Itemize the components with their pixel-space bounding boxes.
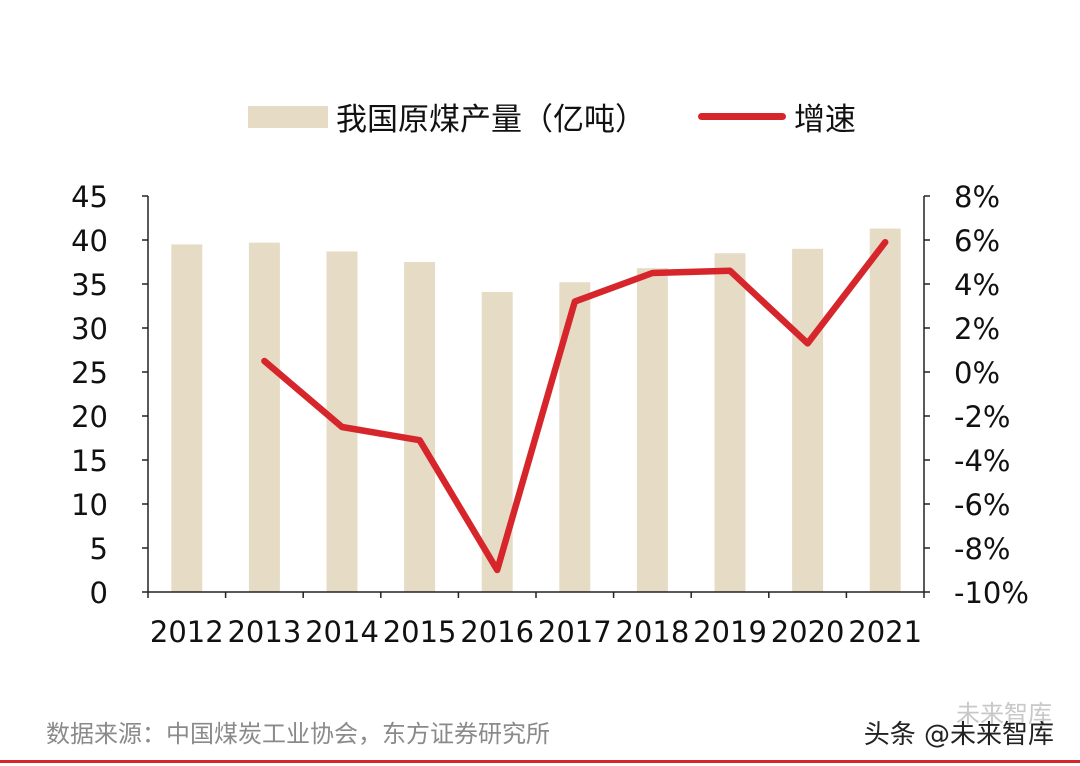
- watermark: 头条 @未来智库: [863, 720, 1054, 750]
- legend-label-growth: 增速: [794, 102, 856, 138]
- y-right-tick-label: 6%: [954, 224, 1000, 258]
- y-right-tick-label: -4%: [954, 444, 1010, 478]
- bottom-rule: [0, 760, 1080, 763]
- y-right-tick-label: -8%: [954, 532, 1010, 566]
- legend-swatch-line: [698, 113, 786, 120]
- x-tick-label-2012: 2012: [150, 615, 224, 649]
- bar-2018: [636, 268, 668, 592]
- source-note: 数据来源：中国煤炭工业协会，东方证券研究所: [46, 720, 550, 748]
- bar-2015: [404, 262, 436, 592]
- legend-swatch-bar: [248, 105, 328, 128]
- y-right-tick-label: 4%: [954, 268, 1000, 302]
- bar-2013: [248, 242, 280, 592]
- y-left-tick-label: 15: [71, 444, 108, 478]
- x-tick-label-2019: 2019: [693, 615, 767, 649]
- y-left-tick-label: 20: [71, 400, 108, 434]
- x-tick-label-2018: 2018: [615, 615, 689, 649]
- x-tick-label-2014: 2014: [305, 615, 379, 649]
- y-left-tick-label: 45: [71, 180, 108, 214]
- x-tick-label-2016: 2016: [460, 615, 534, 649]
- watermark-faint: 未来智库: [956, 700, 1052, 728]
- bar-2020: [792, 248, 824, 593]
- y-right-tick-label: -10%: [954, 576, 1029, 610]
- y-left-tick-label: 35: [71, 268, 108, 302]
- y-left-tick-label: 0: [90, 576, 108, 610]
- x-tick-label-2017: 2017: [538, 615, 612, 649]
- y-left-tick-label: 40: [71, 224, 108, 258]
- legend-item-production: 我国原煤产量（亿吨）: [248, 94, 646, 139]
- legend-item-growth: 增速: [698, 94, 856, 139]
- x-tick-label-2020: 2020: [771, 615, 845, 649]
- y-left-tick-label: 25: [71, 356, 108, 390]
- y-left-tick-label: 10: [71, 488, 108, 522]
- y-right-tick-label: 2%: [954, 312, 1000, 346]
- y-right-tick-label: 8%: [954, 180, 1000, 214]
- y-left-tick-label: 5: [90, 532, 108, 566]
- bar-2021: [869, 228, 901, 592]
- x-tick-label-2013: 2013: [227, 615, 301, 649]
- legend: 我国原煤产量（亿吨） 增速: [248, 94, 908, 139]
- x-tick-label-2015: 2015: [383, 615, 457, 649]
- bar-2012: [171, 244, 203, 592]
- bar-2019: [714, 253, 746, 592]
- y-right-tick-label: -2%: [954, 400, 1010, 434]
- legend-label-production: 我国原煤产量（亿吨）: [336, 102, 646, 138]
- y-left-tick-label: 30: [71, 312, 108, 346]
- x-tick-label-2021: 2021: [848, 615, 922, 649]
- y-right-tick-label: 0%: [954, 356, 1000, 390]
- y-right-tick-label: -6%: [954, 488, 1010, 522]
